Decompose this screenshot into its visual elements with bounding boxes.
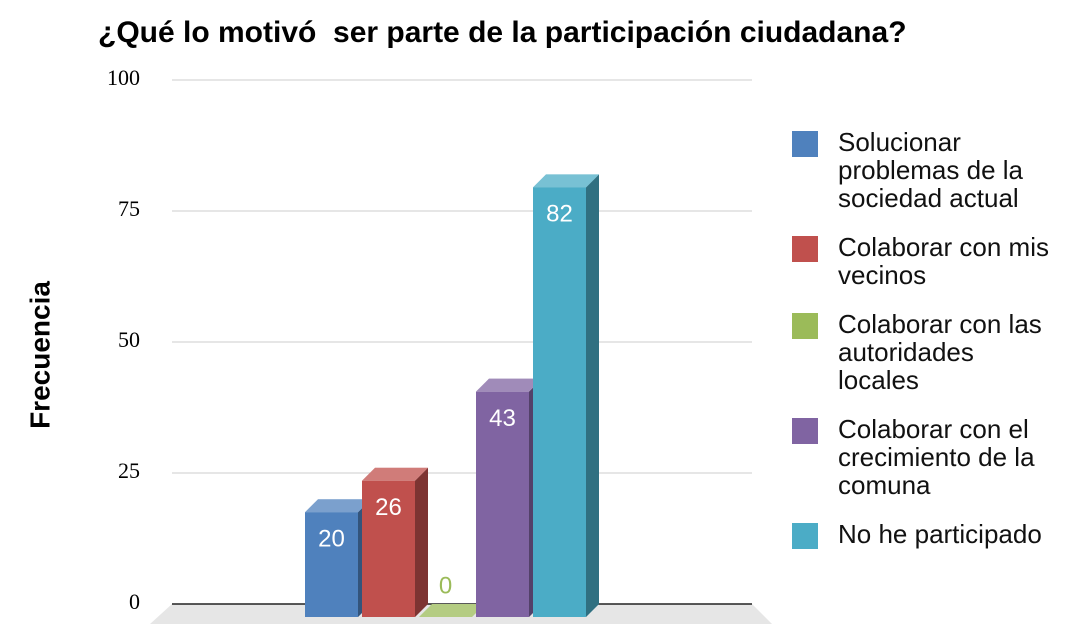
data-label: 26 — [375, 494, 402, 521]
bar-side — [415, 467, 428, 617]
bar-top — [476, 378, 542, 392]
bar-side-shade — [586, 174, 599, 617]
legend-swatch — [792, 131, 818, 157]
y-axis-label: Frecuencia — [24, 281, 55, 429]
legend-label: Solucionar problemas de la sociedad actu… — [838, 127, 1023, 213]
bar-top-light — [533, 174, 599, 188]
legend-item: No he participado — [792, 520, 1062, 549]
legend-item: Colaborar con mis vecinos — [792, 233, 1062, 289]
bar-top — [533, 174, 599, 188]
legend-swatch — [792, 418, 818, 444]
bar-front — [533, 187, 586, 617]
legend-item: Colaborar con las autoridades locales — [792, 310, 1062, 394]
legend-item: Solucionar problemas de la sociedad actu… — [792, 128, 1062, 212]
bar-top — [362, 467, 428, 481]
bar — [305, 499, 371, 617]
bar-front — [362, 480, 415, 617]
bar-top — [419, 604, 485, 617]
y-tick-label: 75 — [118, 196, 140, 221]
legend-item: Colaborar con el crecimiento de la comun… — [792, 415, 1062, 499]
bar — [419, 604, 485, 617]
bar-side-shade — [415, 467, 428, 617]
legend-swatch — [792, 523, 818, 549]
y-tick-label: 50 — [118, 327, 140, 352]
bar-front — [305, 512, 358, 617]
legend-label: No he participado — [838, 519, 1042, 549]
data-label: 20 — [318, 526, 345, 553]
bar-top-light — [419, 604, 485, 617]
legend-label: Colaborar con el crecimiento de la comun… — [838, 414, 1035, 500]
data-label: 82 — [546, 201, 573, 228]
legend-label: Colaborar con las autoridades locales — [838, 309, 1042, 395]
bar-top-light — [476, 378, 542, 392]
y-tick-label: 0 — [129, 589, 140, 614]
data-label: 43 — [489, 405, 516, 432]
bar-top-light — [362, 467, 428, 481]
legend-swatch — [792, 313, 818, 339]
legend-label: Colaborar con mis vecinos — [838, 232, 1049, 290]
chart-title: ¿Qué lo motivó ser parte de la participa… — [98, 16, 907, 49]
y-tick-label: 100 — [107, 65, 140, 90]
bar — [533, 174, 599, 617]
bar-top-light — [305, 499, 371, 513]
bar — [362, 467, 428, 617]
bar-side — [586, 174, 599, 617]
legend: Solucionar problemas de la sociedad actu… — [792, 128, 1062, 570]
y-tick-label: 25 — [118, 458, 140, 483]
legend-swatch — [792, 236, 818, 262]
data-label: 0 — [439, 572, 452, 599]
bar-front — [476, 391, 529, 617]
bar-top — [305, 499, 371, 513]
